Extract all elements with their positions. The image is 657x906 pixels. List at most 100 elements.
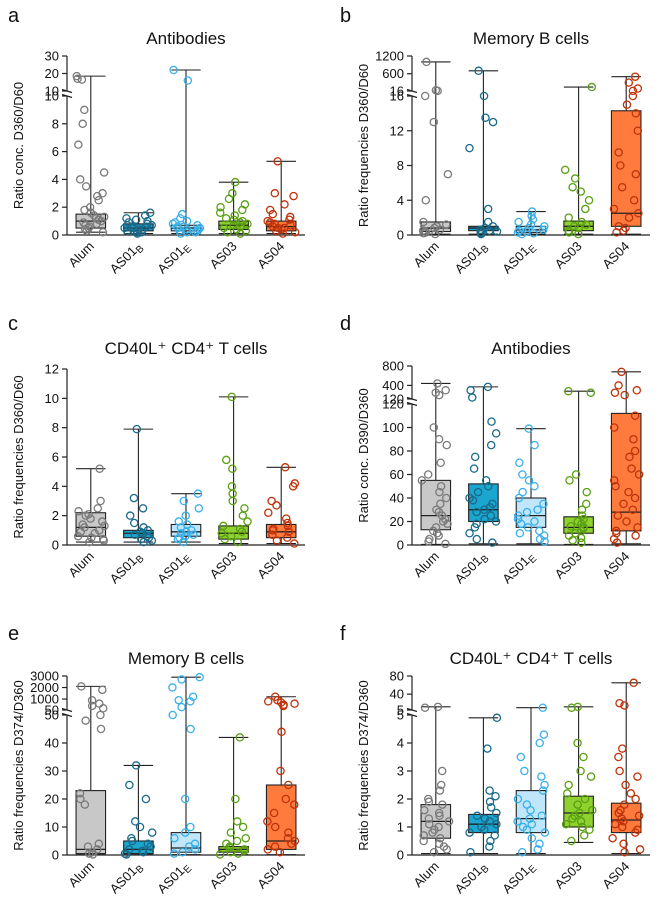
data-point <box>87 695 97 705</box>
data-point <box>633 772 642 781</box>
series-AS01B <box>465 382 501 547</box>
data-point <box>170 833 179 843</box>
x-tick-label: AS03 <box>552 859 585 892</box>
data-point <box>539 499 548 509</box>
data-point <box>228 489 237 498</box>
data-point <box>146 842 155 851</box>
data-point <box>480 814 490 823</box>
data-point <box>620 701 629 710</box>
data-point <box>75 789 85 798</box>
data-point <box>87 533 96 542</box>
data-point <box>581 499 591 509</box>
data-point <box>283 518 292 528</box>
data-point <box>443 519 452 529</box>
data-point <box>522 825 532 835</box>
panel-letter: b <box>340 5 351 27</box>
data-point <box>280 200 289 209</box>
series-AS03 <box>215 733 250 859</box>
data-point <box>535 839 544 849</box>
data-point <box>567 703 576 712</box>
y-tick-label: 120 <box>382 397 404 412</box>
data-point <box>631 794 640 804</box>
data-point <box>130 530 140 539</box>
data-point <box>628 86 638 96</box>
panel-title: Antibodies <box>146 29 225 48</box>
data-point <box>561 819 571 829</box>
data-point <box>485 786 494 795</box>
y-tick-label: 40 <box>390 687 404 702</box>
data-point <box>123 221 132 230</box>
data-point <box>529 229 538 238</box>
data-point <box>573 702 583 712</box>
data-point <box>635 845 645 854</box>
series-Alum <box>75 682 108 859</box>
data-point <box>622 517 631 526</box>
data-point <box>620 800 629 809</box>
data-point <box>168 219 178 229</box>
series-AS04 <box>609 72 643 237</box>
data-point <box>438 800 447 809</box>
data-point <box>233 849 243 858</box>
data-point <box>538 786 548 795</box>
data-point <box>535 738 544 748</box>
y-tick-label: 800 <box>382 359 404 374</box>
y-tick-label: 4 <box>52 479 59 494</box>
x-tick-label: AS01E <box>154 548 194 588</box>
x-tick-label: AS04 <box>599 859 632 892</box>
data-point <box>535 526 544 536</box>
data-point <box>486 803 496 812</box>
data-point <box>480 505 489 514</box>
data-point <box>129 493 139 503</box>
data-point <box>538 703 548 712</box>
data-point <box>80 800 90 809</box>
series-AS04 <box>263 692 300 857</box>
data-point <box>430 223 439 233</box>
panel-letter: a <box>8 5 20 27</box>
data-point <box>568 536 577 545</box>
data-point <box>179 537 188 547</box>
data-point <box>564 213 573 222</box>
data-point <box>474 66 483 76</box>
data-point <box>97 517 107 526</box>
data-point <box>96 496 105 506</box>
data-point <box>263 697 273 706</box>
data-point <box>564 386 573 396</box>
y-tick-label: 2000 <box>30 680 59 695</box>
data-point <box>429 117 439 127</box>
data-point <box>513 511 523 520</box>
data-point <box>289 191 298 201</box>
data-point <box>517 847 527 857</box>
y-tick-label: 16 <box>390 89 404 104</box>
y-tick-label: 10 <box>45 391 59 406</box>
data-point <box>132 424 142 434</box>
data-point <box>523 523 533 532</box>
x-tick-label: AS01B <box>107 548 147 588</box>
data-point <box>270 842 280 851</box>
data-point <box>568 182 577 192</box>
y-axis-label: Ratio frequencies D374/D360 <box>356 680 371 851</box>
panel-f: f CD40L⁺ CD4⁺ T cells Ratio frequencies D3… <box>340 623 650 896</box>
series-Alum <box>73 464 109 547</box>
data-point <box>479 91 489 101</box>
data-point <box>133 229 142 238</box>
data-point <box>428 828 437 837</box>
data-point <box>625 452 634 462</box>
data-point <box>272 501 281 510</box>
data-point <box>443 169 453 179</box>
data-point <box>486 836 495 846</box>
series-AS01B <box>120 208 156 238</box>
data-point <box>485 503 495 512</box>
x-tick-label: AS04 <box>599 549 632 582</box>
data-point <box>169 849 179 858</box>
data-point <box>76 527 85 537</box>
data-point <box>568 814 577 823</box>
data-point <box>576 533 586 543</box>
data-point <box>421 195 431 205</box>
data-point <box>232 817 242 826</box>
data-point <box>614 148 623 157</box>
data-point <box>419 229 428 238</box>
y-tick-label: 8 <box>52 420 59 435</box>
data-point <box>618 744 627 753</box>
data-point <box>619 839 628 849</box>
